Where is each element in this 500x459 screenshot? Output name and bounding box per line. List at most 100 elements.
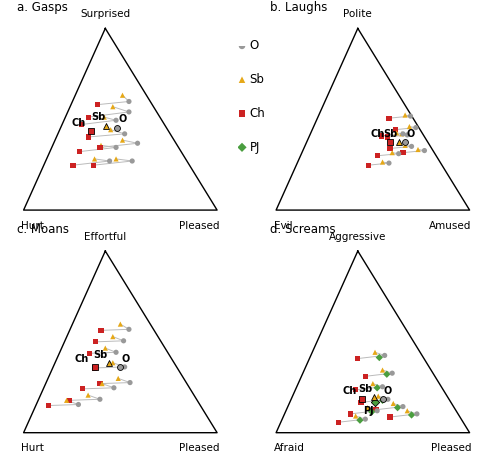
Point [394, 139, 402, 146]
Point [113, 124, 121, 131]
Point [392, 129, 400, 136]
Point [78, 121, 86, 128]
Point [412, 124, 420, 131]
Point [114, 375, 122, 382]
Point [112, 117, 120, 124]
Point [356, 416, 364, 424]
Point [112, 349, 120, 356]
Point [90, 155, 98, 162]
Point [378, 132, 386, 140]
Text: O: O [406, 129, 414, 139]
Text: Sb: Sb [384, 129, 398, 139]
Text: Hurt: Hurt [22, 443, 44, 453]
Text: a. Gasps: a. Gasps [17, 1, 68, 14]
Text: O: O [250, 39, 259, 52]
Text: O: O [384, 386, 392, 396]
Text: PJ: PJ [364, 406, 374, 415]
Point [118, 91, 126, 99]
Point [352, 412, 360, 420]
Text: Sb: Sb [250, 73, 264, 86]
Point [120, 363, 128, 370]
Point [116, 363, 124, 370]
Point [84, 113, 92, 121]
Point [96, 396, 104, 403]
Point [376, 354, 384, 361]
Text: Ch: Ch [75, 354, 89, 364]
Point [383, 370, 391, 378]
Point [66, 397, 74, 404]
Text: Pleased: Pleased [178, 220, 219, 230]
Text: Ch: Ch [250, 107, 265, 120]
Point [102, 122, 110, 129]
Text: d. Screams: d. Screams [270, 224, 336, 236]
Point [403, 407, 411, 414]
Point [74, 401, 82, 408]
Point [378, 397, 386, 404]
Point [386, 145, 394, 152]
Point [109, 359, 117, 366]
Point [84, 133, 92, 140]
Point [384, 133, 392, 140]
Point [44, 402, 52, 409]
Point [369, 380, 377, 387]
Point [368, 408, 376, 415]
Point [370, 393, 378, 401]
Point [104, 359, 112, 366]
Point [354, 355, 362, 362]
Point [392, 126, 400, 134]
Text: Evil: Evil [274, 220, 292, 230]
Text: Aggressive: Aggressive [329, 232, 386, 241]
Point [406, 112, 414, 120]
Point [118, 136, 126, 144]
Point [112, 155, 120, 162]
Point [394, 404, 402, 411]
Text: Amused: Amused [430, 220, 472, 230]
Point [238, 144, 246, 151]
Point [399, 130, 407, 138]
Point [374, 392, 382, 400]
Text: c. Moans: c. Moans [17, 224, 69, 236]
Point [334, 419, 342, 426]
Point [352, 386, 360, 393]
Point [85, 350, 93, 357]
Point [94, 101, 102, 108]
Point [76, 148, 84, 155]
Text: O: O [122, 354, 130, 364]
Point [364, 162, 372, 169]
Text: Sb: Sb [93, 350, 108, 359]
Text: O: O [118, 114, 126, 124]
Point [413, 410, 421, 418]
Point [109, 333, 117, 340]
Point [97, 142, 105, 149]
Point [357, 399, 365, 406]
Point [346, 410, 354, 418]
Point [62, 397, 70, 404]
Point [385, 114, 393, 122]
Point [372, 406, 380, 414]
Point [358, 396, 366, 403]
Point [378, 158, 386, 166]
Point [380, 352, 388, 359]
Text: PJ: PJ [250, 141, 260, 154]
Text: Effortful: Effortful [84, 232, 126, 241]
Point [388, 149, 396, 157]
Point [385, 159, 393, 167]
Point [378, 383, 386, 391]
Point [408, 411, 416, 419]
Point [373, 152, 381, 159]
Point [112, 144, 120, 151]
Point [98, 380, 106, 387]
Point [120, 130, 128, 138]
Point [120, 337, 128, 344]
Point [386, 414, 394, 421]
Text: Polite: Polite [344, 9, 372, 19]
Point [84, 392, 92, 399]
Point [134, 140, 141, 147]
Text: Sb: Sb [91, 112, 106, 123]
Point [364, 404, 372, 411]
Point [401, 112, 409, 119]
Point [109, 103, 117, 110]
Point [373, 407, 381, 414]
Point [69, 162, 77, 169]
Point [116, 320, 124, 328]
